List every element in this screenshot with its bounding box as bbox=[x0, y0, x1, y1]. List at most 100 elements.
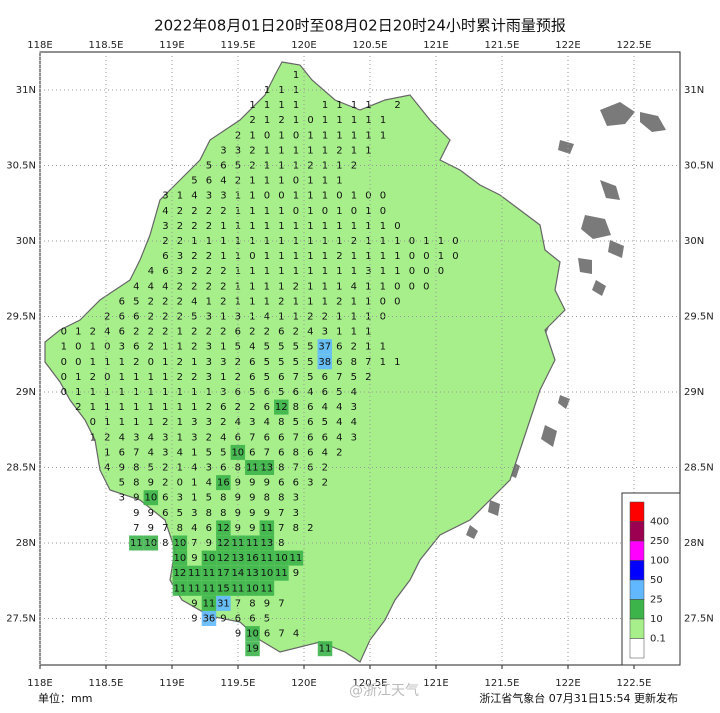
legend-label: 400 bbox=[650, 517, 669, 528]
rain-value: 3 bbox=[206, 417, 212, 428]
rain-value: 5 bbox=[264, 614, 270, 625]
rain-value: 7 bbox=[133, 447, 139, 458]
rain-value: 4 bbox=[104, 463, 110, 474]
rain-value: 2 bbox=[206, 327, 212, 338]
rain-value: 4 bbox=[351, 387, 357, 398]
rain-value: 1 bbox=[220, 236, 226, 247]
rain-value: 6 bbox=[162, 251, 168, 262]
rain-value: 6 bbox=[278, 447, 284, 458]
rain-value: 1 bbox=[336, 206, 342, 217]
rain-patch bbox=[216, 580, 231, 596]
lon-tick-label-top: 122.5E bbox=[617, 40, 652, 51]
rain-value: 10 bbox=[203, 553, 216, 564]
rain-value: 0 bbox=[423, 266, 429, 277]
rain-value: 1 bbox=[249, 266, 255, 277]
rain-value: 2 bbox=[351, 236, 357, 247]
rain-value: 2 bbox=[365, 372, 371, 383]
lat-tick-label-left: 30N bbox=[16, 236, 36, 247]
rain-value: 0 bbox=[380, 206, 386, 217]
rain-value: 1 bbox=[380, 251, 386, 262]
rain-value: 1 bbox=[278, 312, 284, 323]
rain-value: 8 bbox=[220, 508, 226, 519]
rain-value: 2 bbox=[220, 281, 226, 292]
rain-value: 4 bbox=[235, 417, 241, 428]
rain-value: 0 bbox=[409, 251, 415, 262]
rain-value: 1 bbox=[307, 176, 313, 187]
rain-value: 1 bbox=[394, 236, 400, 247]
legend-swatch bbox=[629, 540, 645, 561]
rain-value: 0 bbox=[409, 281, 415, 292]
rain-value: 8 bbox=[264, 493, 270, 504]
rain-value: 1 bbox=[235, 221, 241, 232]
rain-patch bbox=[216, 535, 231, 551]
rain-value: 11 bbox=[188, 583, 201, 594]
rain-patch bbox=[187, 580, 202, 596]
rain-value: 1 bbox=[336, 115, 342, 126]
rain-patch bbox=[216, 595, 231, 611]
lat-tick-label-right: 29.5N bbox=[684, 312, 714, 323]
rain-value: 6 bbox=[322, 432, 328, 443]
lat-tick-label-left: 28N bbox=[16, 538, 36, 549]
rain-value: 4 bbox=[177, 447, 183, 458]
rain-value: 8 bbox=[293, 523, 299, 534]
rain-value: 1 bbox=[336, 100, 342, 111]
rain-value: 1 bbox=[177, 191, 183, 202]
rain-value: 1 bbox=[264, 251, 270, 262]
rain-value: 3 bbox=[220, 191, 226, 202]
lon-tick-label-bottom: 120.5E bbox=[353, 678, 388, 689]
rain-value: 3 bbox=[351, 402, 357, 413]
rain-value: 2 bbox=[191, 327, 197, 338]
rain-value: 1 bbox=[90, 342, 96, 353]
rain-value: 5 bbox=[336, 387, 342, 398]
rain-value: 2 bbox=[206, 432, 212, 443]
rain-value: 3 bbox=[220, 145, 226, 156]
rain-value: 2 bbox=[206, 221, 212, 232]
rain-value: 11 bbox=[203, 598, 216, 609]
rain-value: 5 bbox=[293, 342, 299, 353]
rain-value: 2 bbox=[177, 357, 183, 368]
rain-value: 1 bbox=[119, 372, 125, 383]
rain-value: 2 bbox=[293, 281, 299, 292]
rain-value: 6 bbox=[264, 387, 270, 398]
rain-patch bbox=[201, 565, 217, 581]
rain-value: 4 bbox=[264, 312, 270, 323]
rain-value: 1 bbox=[293, 266, 299, 277]
rain-value: 1 bbox=[365, 145, 371, 156]
rain-value: 0 bbox=[75, 357, 81, 368]
rain-value: 1 bbox=[278, 251, 284, 262]
rain-value: 1 bbox=[278, 161, 284, 172]
lon-tick-label-top: 120.5E bbox=[353, 40, 388, 51]
lon-tick-label-top: 119E bbox=[159, 40, 184, 51]
rain-value: 6 bbox=[264, 432, 270, 443]
rain-patch bbox=[230, 535, 246, 551]
rain-value: 1 bbox=[365, 100, 371, 111]
rain-value: 1 bbox=[351, 312, 357, 323]
rain-value: 2 bbox=[191, 372, 197, 383]
rain-value: 1 bbox=[191, 236, 197, 247]
rain-value: 3 bbox=[235, 145, 241, 156]
rain-value: 1 bbox=[177, 327, 183, 338]
rain-value: 8 bbox=[293, 447, 299, 458]
rain-value: 4 bbox=[351, 281, 357, 292]
rain-patch bbox=[143, 535, 159, 551]
lon-tick-label-bottom: 121E bbox=[423, 678, 448, 689]
rain-value: 3 bbox=[322, 327, 328, 338]
legend-label: 250 bbox=[650, 536, 669, 547]
rain-value: 11 bbox=[188, 568, 201, 579]
rain-value: 2 bbox=[307, 161, 313, 172]
rain-value: 5 bbox=[293, 417, 299, 428]
rain-value: 2 bbox=[235, 357, 241, 368]
rain-patch bbox=[317, 641, 333, 657]
rain-value: 0 bbox=[75, 342, 81, 353]
rain-value: 3 bbox=[162, 221, 168, 232]
rain-value: 3 bbox=[293, 493, 299, 504]
rain-value: 0 bbox=[90, 417, 96, 428]
rain-value: 8 bbox=[249, 598, 255, 609]
rain-value: 1 bbox=[351, 266, 357, 277]
lat-tick-label-left: 27.5N bbox=[6, 614, 36, 625]
rain-value: 1 bbox=[278, 266, 284, 277]
rain-value: 2 bbox=[104, 312, 110, 323]
rain-value: 6 bbox=[307, 402, 313, 413]
rain-value: 1 bbox=[191, 447, 197, 458]
